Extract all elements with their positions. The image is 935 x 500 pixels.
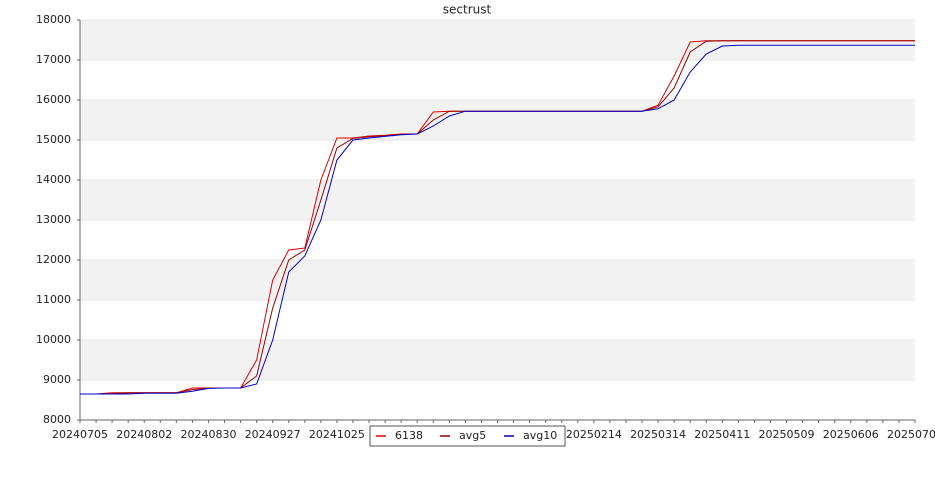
x-tick-label: 20250314	[630, 428, 686, 441]
x-tick-label: 20250411	[694, 428, 750, 441]
series-line	[80, 44, 915, 395]
grid-band	[80, 180, 915, 220]
x-tick-label: 20241025	[309, 428, 365, 441]
y-tick-label: 9000	[43, 373, 71, 386]
x-tick-label: 20250214	[566, 428, 622, 441]
x-tick-label: 20240830	[180, 428, 236, 441]
y-tick-label: 8000	[43, 413, 71, 426]
x-tick-label: 20250606	[823, 428, 879, 441]
y-tick-label: 10000	[36, 333, 71, 346]
x-tick-label: 20240802	[116, 428, 172, 441]
y-tick-label: 11000	[36, 293, 71, 306]
y-tick-label: 12000	[36, 253, 71, 266]
grid-band	[80, 20, 915, 60]
y-tick-label: 17000	[36, 53, 71, 66]
legend-label: 6138	[395, 429, 423, 442]
x-tick-label: 20250509	[759, 428, 815, 441]
legend-label: avg10	[523, 429, 557, 442]
chart-title: sectrust	[443, 3, 492, 17]
x-tick-label: 20240705	[52, 428, 108, 441]
y-tick-label: 18000	[36, 13, 71, 26]
y-tick-label: 16000	[36, 93, 71, 106]
legend: 6138 avg5 avg10	[369, 425, 566, 447]
x-tick-label: 20250704	[887, 428, 935, 441]
legend-label: avg5	[459, 429, 486, 442]
y-tick-label: 15000	[36, 133, 71, 146]
y-tick-label: 13000	[36, 213, 71, 226]
y-tick-label: 14000	[36, 173, 71, 186]
x-tick-label: 20240927	[245, 428, 301, 441]
grid-band	[80, 340, 915, 380]
legend-box	[369, 425, 566, 447]
grid-band	[80, 260, 915, 300]
grid-band	[80, 100, 915, 140]
